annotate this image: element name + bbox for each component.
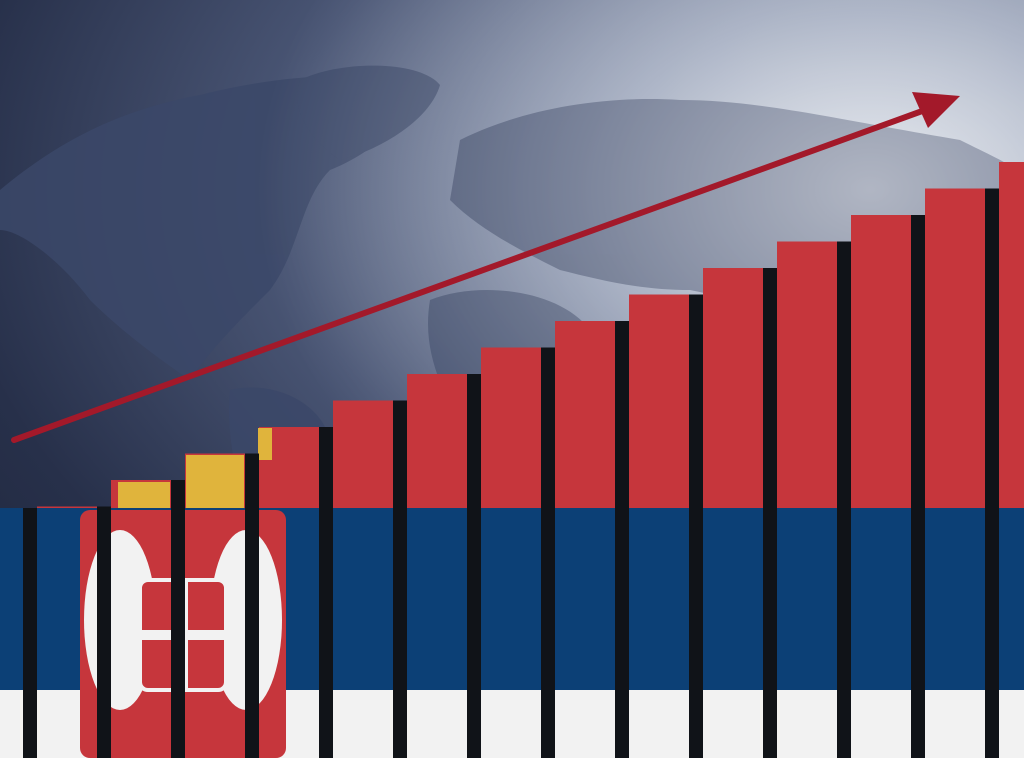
- bar-gap: [393, 400, 407, 758]
- bar-gap: [319, 427, 333, 758]
- bar-red-top: [925, 188, 985, 508]
- bar-red-top: [555, 321, 615, 508]
- bar-red-top: [703, 268, 763, 508]
- bar-red-top: [851, 215, 911, 508]
- bar-gap: [467, 374, 481, 758]
- arrow-head: [912, 92, 960, 128]
- bar-red-top: [999, 162, 1024, 508]
- bar-gap: [763, 268, 777, 758]
- bar-gap: [541, 347, 555, 758]
- bar-gaps: [23, 188, 999, 758]
- trend-up-arrow-icon: [11, 92, 960, 443]
- bar-gap: [97, 506, 111, 758]
- bar-gap: [23, 508, 37, 758]
- bar-gap: [689, 294, 703, 758]
- bar-red-top: [333, 400, 393, 508]
- bar-red-top: [629, 294, 689, 508]
- bar-red-top: [481, 347, 541, 508]
- bar-gap: [837, 241, 851, 758]
- bar-gap: [171, 480, 185, 758]
- bar-gap: [911, 215, 925, 758]
- bar-gap: [615, 321, 629, 758]
- crown-right: [186, 455, 244, 508]
- crown-left: [118, 482, 170, 508]
- bar-red-top: [37, 506, 97, 508]
- serbian-coat-of-arms-icon: [80, 428, 286, 758]
- bar-gap: [245, 453, 259, 758]
- crown-small: [258, 428, 272, 460]
- bar-red-top: [777, 241, 837, 508]
- bar-gap: [985, 188, 999, 758]
- bar-red-top: [407, 374, 467, 508]
- arrow-shaft: [11, 107, 928, 443]
